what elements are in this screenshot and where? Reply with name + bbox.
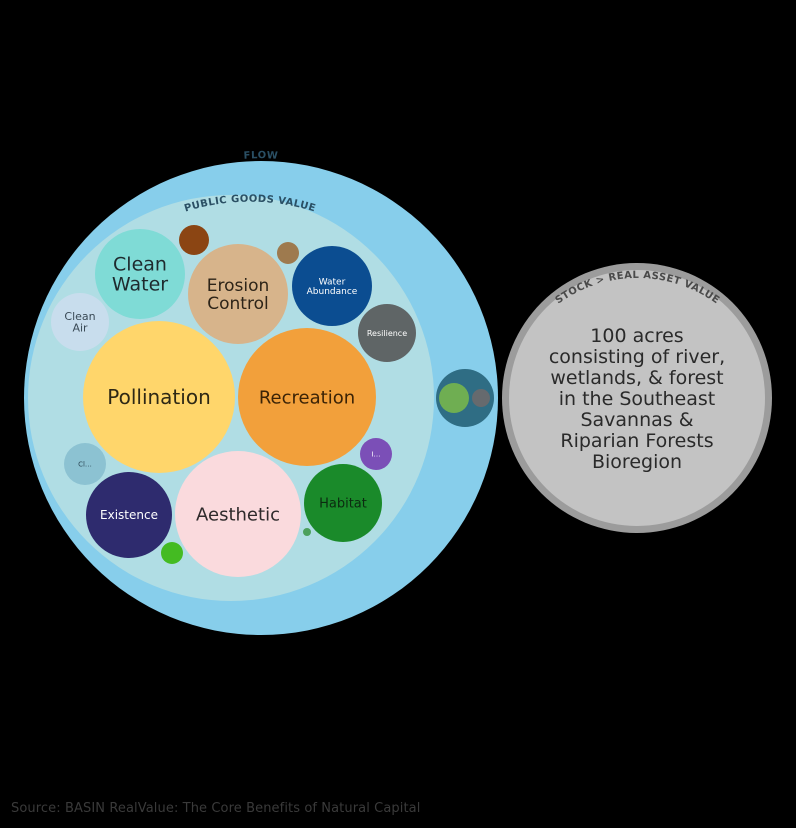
water-abundance-label: Water Abundance bbox=[307, 277, 358, 296]
bubble-clean-air: Clean Air bbox=[51, 293, 109, 351]
i-small-label: I… bbox=[371, 450, 380, 458]
bubble-recreation: Recreation bbox=[238, 328, 376, 466]
habitat-label: Habitat bbox=[319, 497, 367, 512]
climate-label: Cl… bbox=[78, 460, 92, 468]
side-bubble-group bbox=[436, 369, 494, 427]
stock-description: 100 acres consisting of river, wetlands, &… bbox=[549, 325, 725, 473]
resilience-circle bbox=[358, 304, 416, 362]
bubble-resilience: Resilience bbox=[358, 304, 416, 362]
tan-unlabeled-circle bbox=[277, 242, 299, 264]
existence-label: Existence bbox=[100, 508, 158, 522]
bubble-lime-unlabeled bbox=[161, 542, 183, 564]
clean-water-circle bbox=[95, 229, 185, 319]
side-grey-circle bbox=[472, 389, 490, 407]
bubble-aesthetic: Aesthetic bbox=[175, 451, 301, 577]
brown-unlabeled-circle bbox=[179, 225, 209, 255]
i-small-circle bbox=[360, 438, 392, 470]
bubble-erosion-control: Erosion Control bbox=[188, 244, 288, 344]
benefit-bubbles: Clean Water Erosion Control Water Abundance Re… bbox=[51, 225, 416, 577]
existence-circle bbox=[86, 472, 172, 558]
climate-circle bbox=[64, 443, 106, 485]
pollination-circle bbox=[83, 321, 235, 473]
bubble-existence: Existence bbox=[86, 472, 172, 558]
bubble-habitat: Habitat bbox=[304, 464, 382, 542]
tiny-green-unlabeled-circle bbox=[303, 528, 311, 536]
aesthetic-label: Aesthetic bbox=[196, 504, 280, 525]
erosion-control-circle bbox=[188, 244, 288, 344]
bubble-pollination: Pollination bbox=[83, 321, 235, 473]
bubble-water-abundance: Water Abundance bbox=[292, 246, 372, 326]
aesthetic-circle bbox=[175, 451, 301, 577]
clean-air-circle bbox=[51, 293, 109, 351]
habitat-circle bbox=[304, 464, 382, 542]
lime-unlabeled-circle bbox=[161, 542, 183, 564]
water-abundance-circle bbox=[292, 246, 372, 326]
bubble-climate: Cl… bbox=[64, 443, 106, 485]
flow-label: FLOW bbox=[243, 150, 278, 162]
bubble-clean-water: Clean Water bbox=[95, 229, 185, 319]
resilience-label: Resilience bbox=[367, 329, 407, 338]
erosion-control-label: Erosion Control bbox=[207, 276, 270, 314]
stock-circle bbox=[509, 270, 765, 526]
recreation-label: Recreation bbox=[259, 387, 355, 408]
bubble-tiny-green-unlabeled bbox=[303, 528, 311, 536]
pollination-label: Pollination bbox=[107, 385, 211, 409]
source-note: Source: BASIN RealValue: The Core Benefi… bbox=[11, 801, 421, 816]
bubble-i-small: I… bbox=[360, 438, 392, 470]
bubble-brown-unlabeled bbox=[179, 225, 209, 255]
side-green-circle bbox=[439, 383, 469, 413]
clean-water-label: Clean Water bbox=[112, 254, 168, 296]
recreation-circle bbox=[238, 328, 376, 466]
clean-air-label: Clean Air bbox=[64, 310, 95, 335]
bubble-tan-unlabeled bbox=[277, 242, 299, 264]
